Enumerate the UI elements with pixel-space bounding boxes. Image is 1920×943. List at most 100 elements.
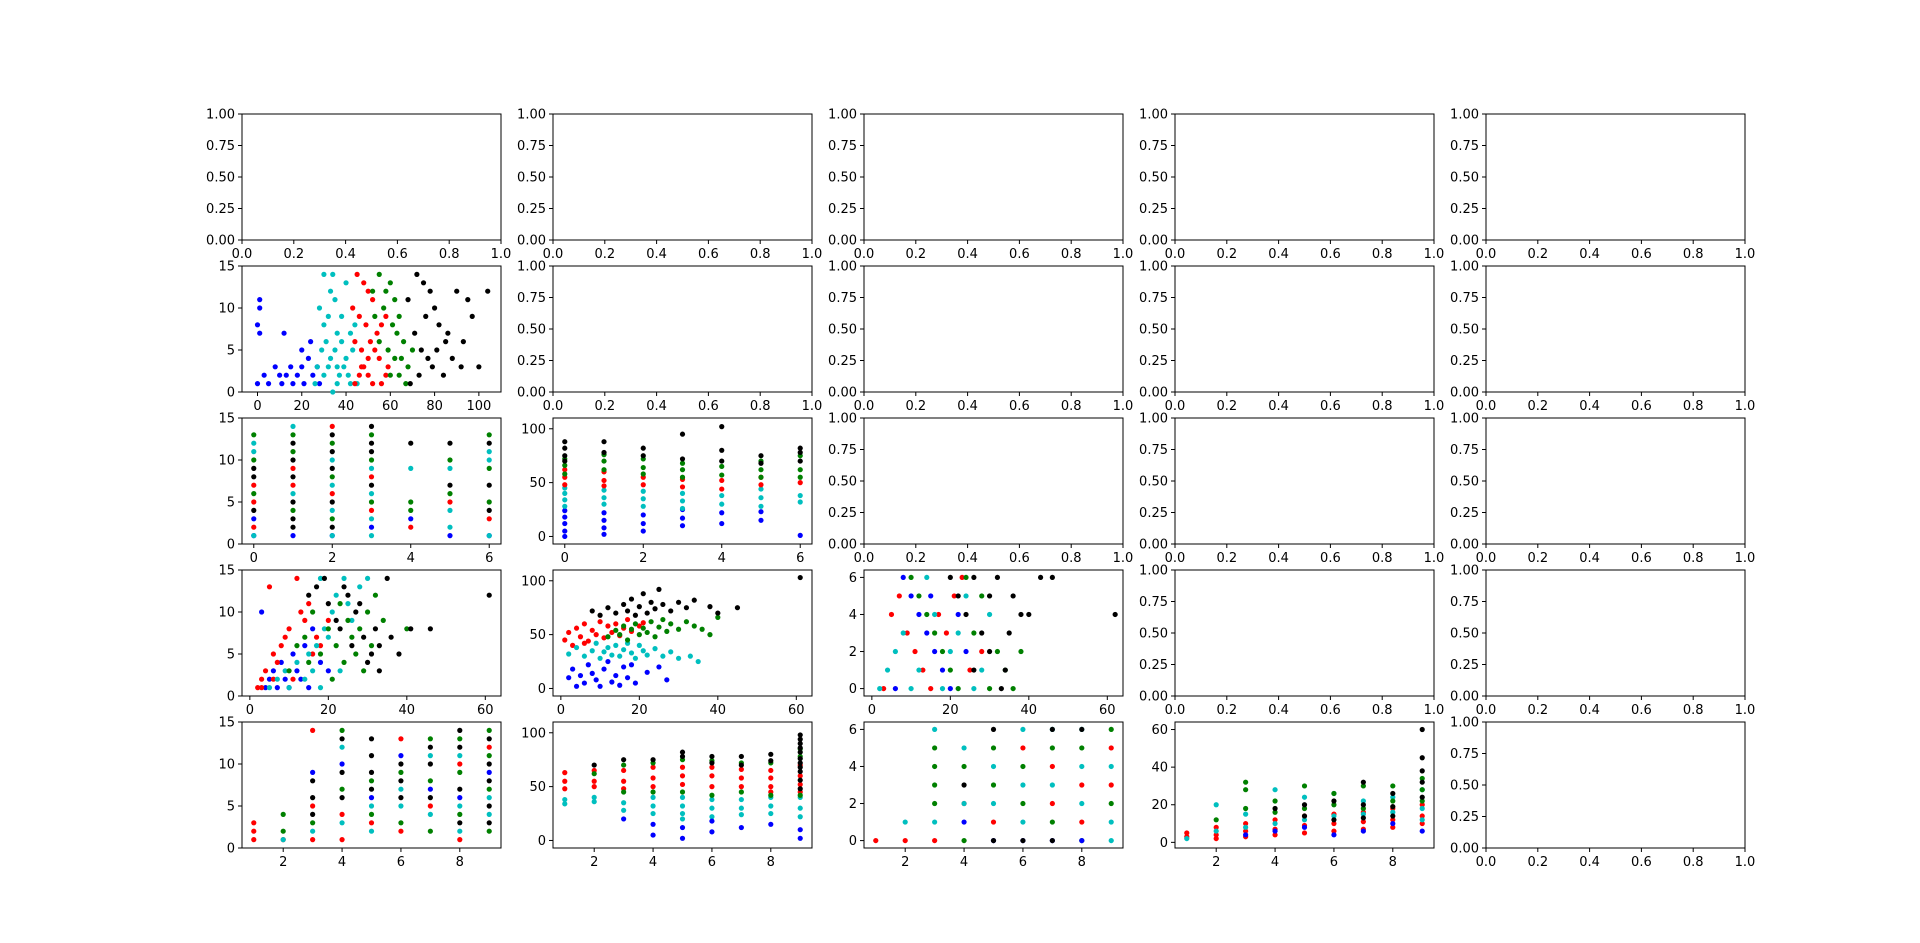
data-point-black: [457, 786, 463, 792]
data-point-red: [1079, 782, 1085, 788]
data-point-black: [715, 610, 721, 616]
y-tick-label: 0.50: [1139, 475, 1168, 490]
data-point-black: [656, 586, 662, 592]
data-point-red: [1272, 817, 1278, 823]
data-point-blue: [900, 574, 906, 581]
y-tick-label: 0.00: [517, 386, 546, 401]
x-tick-label: 0.6: [1631, 551, 1652, 566]
data-point-cyan: [719, 492, 725, 499]
data-point-green: [679, 789, 686, 795]
data-point-red: [427, 803, 433, 809]
data-point-green: [310, 820, 316, 826]
data-point-cyan: [593, 640, 599, 646]
data-point-red: [1020, 745, 1026, 751]
x-tick-label: 1.0: [1735, 855, 1756, 870]
data-point-cyan: [343, 355, 349, 361]
data-point-red: [262, 668, 269, 674]
data-point-cyan: [321, 271, 327, 277]
data-point-green: [408, 499, 414, 505]
data-point-green: [679, 467, 686, 473]
x-tick-label: 2: [1212, 855, 1220, 870]
data-point-green: [302, 634, 308, 640]
x-tick-label: 1.0: [1735, 247, 1756, 262]
data-point-black: [486, 803, 492, 809]
data-point-green: [601, 467, 607, 473]
x-tick-label: 6: [1019, 855, 1027, 870]
y-tick-label: 0.00: [517, 234, 546, 249]
data-point-cyan: [330, 389, 336, 395]
data-point-blue: [261, 372, 267, 378]
data-point-black: [1037, 574, 1044, 581]
x-tick-label: 0.4: [957, 399, 978, 414]
data-point-cyan: [758, 495, 764, 501]
data-point-black: [709, 760, 715, 766]
data-point-black: [1301, 802, 1308, 808]
data-point-blue: [758, 509, 764, 515]
data-point-green: [640, 625, 646, 631]
x-tick-label: 0: [557, 703, 565, 718]
x-tick-label: 0.2: [1216, 551, 1237, 566]
y-tick-label: 0.00: [1139, 386, 1168, 401]
data-point-red: [719, 477, 725, 484]
data-point-black: [364, 659, 371, 666]
data-point-red: [621, 767, 627, 774]
x-tick-label: 0.8: [750, 399, 771, 414]
y-tick-label: 1.00: [1450, 260, 1479, 275]
data-point-green: [640, 471, 646, 477]
data-point-green: [353, 651, 359, 657]
data-point-black: [758, 460, 764, 466]
data-point-cyan: [1184, 835, 1190, 842]
data-point-black: [1419, 726, 1425, 733]
x-tick-label: 0.4: [646, 247, 667, 262]
data-point-cyan: [979, 667, 985, 673]
data-point-red: [932, 837, 938, 844]
data-point-black: [1390, 813, 1396, 819]
data-point-black: [797, 786, 803, 792]
y-tick-label: 50: [529, 780, 546, 795]
y-tick-label: 0.50: [517, 323, 546, 338]
data-point-black: [1301, 813, 1308, 819]
y-tick-label: 0.75: [828, 443, 857, 458]
data-point-black: [601, 449, 607, 456]
y-tick-label: 0.75: [517, 139, 546, 154]
x-tick-label: 0.0: [854, 247, 875, 262]
data-point-red: [738, 784, 744, 790]
data-point-black: [797, 740, 803, 747]
data-point-black: [339, 769, 345, 776]
data-point-green: [621, 789, 627, 795]
y-tick-label: 0.75: [1450, 443, 1479, 458]
data-point-red: [367, 339, 373, 345]
data-point-blue: [259, 609, 265, 615]
data-point-blue: [621, 816, 627, 822]
y-tick-label: 0.75: [1450, 595, 1479, 610]
data-point-red: [640, 620, 646, 626]
data-point-blue: [758, 517, 764, 523]
data-point-cyan: [562, 497, 568, 503]
data-point-blue: [709, 829, 715, 835]
data-point-black: [589, 608, 595, 614]
data-point-black: [333, 617, 339, 624]
data-point-cyan: [719, 501, 725, 507]
data-point-red: [738, 775, 744, 781]
data-point-red: [339, 811, 345, 818]
x-tick-label: 0.2: [283, 247, 304, 262]
data-point-cyan: [963, 593, 969, 599]
data-point-black: [797, 768, 803, 775]
data-point-cyan: [347, 330, 354, 336]
data-point-cyan: [679, 505, 686, 512]
data-point-black: [251, 465, 257, 471]
data-point-green: [486, 828, 492, 834]
data-point-red: [251, 820, 257, 826]
data-point-red: [1419, 820, 1425, 827]
x-tick-label: 0.4: [1268, 247, 1289, 262]
subplot-r5c4: 2 4 6 8 0 20 40 60: [1151, 721, 1435, 870]
x-tick-label: 0.6: [698, 247, 719, 262]
data-point-blue: [257, 297, 263, 303]
x-tick-label: 1.0: [1735, 551, 1756, 566]
axes-frame: [1485, 569, 1746, 697]
data-point-cyan: [314, 364, 320, 370]
y-tick-label: 10: [218, 454, 235, 469]
data-point-cyan: [352, 322, 358, 328]
data-point-green: [683, 619, 690, 625]
y-tick-label: 0: [538, 834, 546, 849]
